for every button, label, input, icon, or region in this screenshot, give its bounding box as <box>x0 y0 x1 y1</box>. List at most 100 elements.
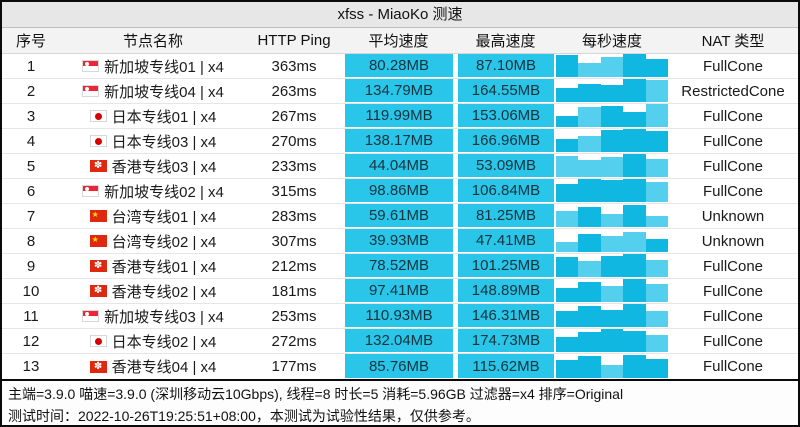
nat-type-value: FullCone <box>702 282 764 300</box>
node-name: 新加坡专线03 | x4 <box>104 308 224 326</box>
col-header-avg-speed: 平均速度 <box>368 33 429 50</box>
jp-flag-icon <box>89 335 107 347</box>
spark-bar <box>578 107 601 127</box>
per-second-speed-chart <box>556 304 669 328</box>
avg-speed-cell: 132.04MB <box>342 329 455 353</box>
per-second-speed-chart <box>556 279 669 303</box>
nat-type-value: Unknown <box>701 207 765 225</box>
nat-type-value: FullCone <box>702 182 764 200</box>
row-index: 12 <box>22 332 40 350</box>
max-speed-value: 101.25MB <box>458 254 554 277</box>
nat-type-value: FullCone <box>702 332 764 350</box>
node-name: 香港专线01 | x4 <box>111 258 217 276</box>
spark-bar <box>623 304 646 327</box>
col-header-nat-type: NAT 类型 <box>701 33 765 50</box>
spark-bar <box>578 332 601 352</box>
row-index: 13 <box>22 358 40 375</box>
node-name-cell: 香港专线01 | x4 <box>60 254 246 278</box>
nat-type-value: Unknown <box>701 232 765 250</box>
spark-bar <box>556 241 579 252</box>
nat-type-value: RestrictedCone <box>681 82 785 100</box>
max-speed-cell: 166.96MB <box>455 129 556 153</box>
hk-flag-icon <box>89 160 107 172</box>
spark-bar <box>645 283 669 302</box>
node-name: 台湾专线01 | x4 <box>111 208 217 226</box>
node-name-cell: 香港专线02 | x4 <box>60 279 246 303</box>
per-second-speed-chart <box>556 179 669 203</box>
nat-type-value: FullCone <box>702 257 764 275</box>
avg-speed-value: 138.17MB <box>345 129 453 152</box>
row-index: 2 <box>26 82 36 100</box>
row-index: 10 <box>22 282 40 300</box>
max-speed-value: 87.10MB <box>458 54 554 77</box>
spark-bar <box>623 355 646 378</box>
avg-speed-cell: 119.99MB <box>342 104 455 128</box>
http-ping-value: 267ms <box>271 107 317 125</box>
spark-bar <box>600 235 624 252</box>
spark-bar <box>600 329 624 352</box>
sg-flag-icon <box>82 185 100 197</box>
cn-flag-icon <box>89 210 107 222</box>
max-speed-value: 47.41MB <box>458 229 554 252</box>
per-second-speed-chart <box>556 79 669 103</box>
spark-bar <box>645 104 669 127</box>
avg-speed-value: 59.61MB <box>345 204 453 227</box>
spark-bar <box>578 207 601 227</box>
per-second-speed-chart <box>556 54 669 78</box>
node-name: 日本专线03 | x4 <box>111 133 217 151</box>
table-row: 11 新加坡专线03 | x4 253ms 110.93MB 146.31MB FullC… <box>2 304 798 329</box>
per-second-speed-chart <box>556 229 669 253</box>
spark-bar <box>556 88 579 102</box>
nat-type-value: FullCone <box>702 307 764 325</box>
table-row: 3 日本专线01 | x4 267ms 119.99MB 153.06MB FullCon… <box>2 104 798 129</box>
row-index: 7 <box>26 207 36 225</box>
spark-bar <box>600 214 624 227</box>
node-name: 日本专线01 | x4 <box>111 108 217 126</box>
spark-bar <box>600 256 624 277</box>
col-header-http-ping: HTTP Ping <box>257 32 331 49</box>
spark-bar <box>600 309 624 327</box>
row-index: 11 <box>23 307 39 325</box>
row-index: 4 <box>26 132 36 150</box>
avg-speed-value: 98.86MB <box>345 179 453 202</box>
spark-bar <box>623 154 646 177</box>
per-second-speed-chart <box>556 329 669 353</box>
http-ping-value: 177ms <box>271 358 317 375</box>
max-speed-value: 153.06MB <box>458 104 554 127</box>
spark-bar <box>556 257 579 277</box>
window-title: xfss - MiaoKo 测速 <box>2 2 798 28</box>
node-name: 台湾专线02 | x4 <box>111 233 217 251</box>
spark-bar <box>600 57 624 77</box>
spark-bar <box>645 58 669 77</box>
row-index: 5 <box>26 157 36 175</box>
per-second-speed-chart <box>556 204 669 228</box>
col-header-node-name: 节点名称 <box>122 33 183 50</box>
avg-speed-cell: 98.86MB <box>342 179 455 203</box>
max-speed-value: 115.62MB <box>458 354 554 378</box>
avg-speed-value: 78.52MB <box>345 254 453 277</box>
nat-type-value: FullCone <box>702 157 764 175</box>
table-header: 序号 节点名称 HTTP Ping 平均速度 最高速度 每秒速度 NAT 类型 <box>2 28 798 54</box>
spark-bar <box>623 179 646 202</box>
max-speed-cell: 106.84MB <box>455 179 556 203</box>
http-ping-value: 272ms <box>271 332 317 350</box>
footer-test-parameters: 主端=3.9.0 喵速=3.9.0 (深圳移动云10Gbps), 线程=8 时长… <box>8 386 624 402</box>
spark-bar <box>578 233 601 252</box>
spark-bar <box>645 131 669 152</box>
col-header-max-speed: 最高速度 <box>475 33 536 50</box>
spark-bar <box>645 310 669 327</box>
http-ping-value: 315ms <box>271 182 317 200</box>
sg-flag-icon <box>82 60 100 72</box>
spark-bar <box>623 112 646 127</box>
table-body: 1 新加坡专线01 | x4 363ms 80.28MB 87.10MB FullCone… <box>2 54 798 379</box>
max-speed-cell: 164.55MB <box>455 79 556 103</box>
spark-bar <box>623 129 646 152</box>
spark-bar <box>645 334 669 352</box>
max-speed-value: 53.09MB <box>458 154 554 177</box>
spark-bar <box>623 232 646 252</box>
max-speed-value: 166.96MB <box>458 129 554 152</box>
spark-bar <box>600 157 624 177</box>
cn-flag-icon <box>89 235 107 247</box>
